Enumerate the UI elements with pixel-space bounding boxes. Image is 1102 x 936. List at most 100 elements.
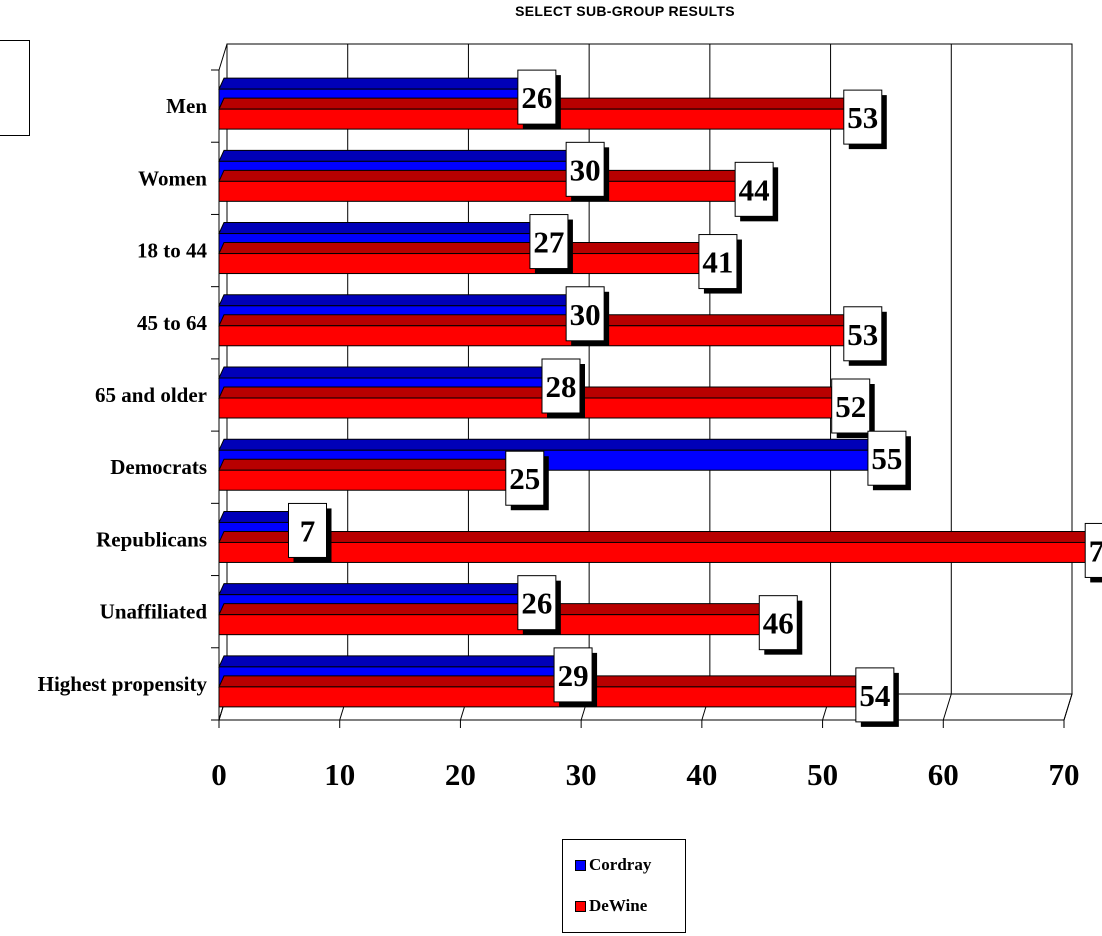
data-label-value: 28 — [546, 369, 577, 404]
legend-item-cordray: Cordray — [575, 855, 651, 875]
side-frame-box — [0, 40, 30, 136]
bar-top-dewine-highest-propensity — [218, 675, 877, 688]
data-label-dewine-18-to-44: 41 — [698, 234, 742, 294]
legend: Cordray DeWine — [562, 839, 686, 933]
data-label-value: 54 — [859, 678, 890, 713]
bar-dewine-18-to-44 — [218, 253, 715, 275]
bar-top-dewine-18-to-44 — [218, 242, 720, 255]
data-label-box — [565, 286, 605, 342]
legend-label-dewine: DeWine — [589, 896, 648, 915]
x-tick-label: 20 — [445, 757, 476, 792]
data-label-box — [758, 595, 798, 651]
legend-swatch-dewine — [575, 900, 586, 912]
data-label-dewine-republicans: 73 — [1084, 522, 1102, 583]
legend-label-cordray: Cordray — [589, 855, 652, 874]
bar-top-cordray-45-to-64 — [218, 294, 587, 307]
bar-dewine-republicans — [218, 541, 1101, 563]
bar-top-cordray-highest-propensity — [218, 655, 575, 668]
data-label-dewine-65-and-older: 52 — [831, 378, 875, 438]
x-tick-label: 60 — [928, 757, 959, 792]
data-label-box — [867, 430, 907, 486]
data-label-value: 55 — [871, 441, 902, 476]
category-label-men: Men — [166, 94, 207, 118]
bar-dewine-highest-propensity — [218, 686, 872, 708]
data-label-box — [517, 575, 557, 631]
x-tick-label: 40 — [686, 757, 717, 792]
data-label-cordray-45-to-64: 30 — [565, 286, 610, 346]
data-label-dewine-45-to-64: 53 — [843, 306, 887, 366]
data-label-value: 41 — [702, 245, 733, 280]
bar-top-cordray-women — [218, 149, 587, 162]
x-tick-label: 50 — [807, 757, 838, 792]
category-label-unaffiliated: Unaffiliated — [100, 600, 208, 624]
category-label-18-to-44: 18 to 44 — [137, 239, 207, 263]
data-label-value: 7 — [300, 513, 316, 548]
data-label-value: 30 — [570, 297, 601, 332]
data-label-box — [831, 378, 871, 434]
data-label-value: 29 — [558, 658, 589, 693]
category-label-45-to-64: 45 to 64 — [137, 311, 207, 335]
data-label-cordray-republicans: 7 — [288, 502, 332, 563]
data-label-dewine-women: 44 — [734, 161, 779, 222]
data-label-cordray-highest-propensity: 29 — [553, 647, 598, 707]
data-label-dewine-highest-propensity: 54 — [855, 667, 899, 727]
bar-top-cordray-men — [218, 77, 539, 90]
data-label-dewine-unaffiliated: 46 — [758, 595, 803, 655]
data-label-value: 27 — [533, 225, 564, 260]
x-tick-label: 10 — [324, 757, 355, 792]
bar-top-dewine-republicans — [218, 530, 1102, 543]
data-label-box — [1084, 522, 1102, 578]
bar-top-dewine-65-and-older — [218, 386, 853, 399]
data-label-value: 53 — [847, 100, 878, 135]
data-label-box — [734, 161, 774, 217]
x-tick-label: 70 — [1049, 757, 1080, 792]
data-label-cordray-democrats: 55 — [867, 430, 911, 491]
data-label-box — [529, 214, 569, 270]
chart-plot: 0 10 20 30 40 50 60 70 Men Women 18 to 44 45 to 64 6… — [38, 43, 1102, 792]
x-tick-label: 30 — [566, 757, 597, 792]
data-label-box — [541, 358, 581, 414]
data-label-dewine-men: 53 — [843, 89, 887, 150]
data-label-cordray-men: 26 — [517, 69, 561, 130]
data-label-box — [855, 667, 895, 723]
data-label-value: 30 — [570, 152, 601, 187]
bar-top-dewine-unaffiliated — [218, 603, 781, 616]
bar-top-dewine-women — [218, 169, 756, 182]
data-label-value: 26 — [521, 586, 552, 621]
data-label-box — [843, 89, 883, 145]
data-label-box — [698, 234, 738, 290]
bar-dewine-unaffiliated — [218, 614, 775, 636]
category-label-democrats: Democrats — [110, 455, 207, 479]
category-label-65-and-older: 65 and older — [95, 383, 207, 407]
data-label-cordray-women: 30 — [565, 141, 610, 202]
data-label-cordray-unaffiliated: 26 — [517, 575, 561, 635]
data-label-value: 52 — [835, 389, 866, 424]
data-label-value: 73 — [1089, 533, 1102, 568]
bar-top-cordray-65-and-older — [218, 366, 563, 379]
bar-top-cordray-unaffiliated — [218, 583, 539, 596]
data-label-value: 25 — [509, 461, 540, 496]
x-tick-label: 0 — [211, 757, 227, 792]
legend-swatch-cordray — [575, 859, 586, 871]
bar-dewine-45-to-64 — [218, 325, 860, 347]
data-label-cordray-18-to-44: 27 — [529, 214, 573, 274]
data-label-box — [565, 141, 605, 197]
data-label-box — [843, 306, 883, 362]
bar-top-dewine-democrats — [218, 458, 527, 471]
data-label-cordray-65-and-older: 28 — [541, 358, 585, 418]
data-label-box — [288, 502, 327, 558]
category-label-women: Women — [138, 166, 207, 190]
data-label-box — [505, 450, 545, 506]
bar-top-dewine-45-to-64 — [218, 314, 865, 327]
data-label-box — [553, 647, 593, 703]
data-label-value: 26 — [521, 80, 552, 115]
x-floor-line — [1063, 693, 1073, 721]
category-label-republicans: Republicans — [96, 527, 207, 551]
chart-title: SELECT SUB-GROUP RESULTS — [515, 3, 735, 19]
data-label-value: 44 — [739, 172, 770, 207]
legend-item-dewine: DeWine — [575, 896, 647, 916]
bar-dewine-democrats — [218, 469, 522, 491]
x-floor-line — [942, 693, 952, 721]
data-label-value: 46 — [763, 606, 794, 641]
data-label-value: 53 — [847, 317, 878, 352]
